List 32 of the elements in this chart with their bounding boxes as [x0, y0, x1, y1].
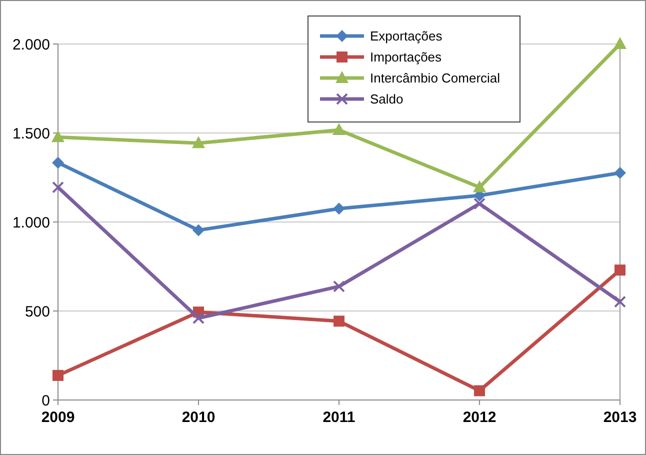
point — [192, 312, 204, 324]
y-tick-label: 0 — [42, 392, 50, 410]
point — [614, 296, 626, 308]
point — [333, 280, 345, 292]
y-tick-label: 500 — [24, 303, 50, 320]
x-tick-label: 2011 — [322, 409, 356, 426]
point — [614, 264, 626, 276]
legend-label: Exportações — [370, 28, 443, 44]
point — [333, 202, 345, 215]
point — [52, 130, 64, 142]
point — [334, 316, 344, 327]
y-tick-label: 1.000 — [12, 214, 50, 232]
x-tick-label: 2009 — [41, 409, 75, 426]
point — [614, 166, 626, 179]
y-tick-label: 2.000 — [12, 36, 50, 54]
legend-label: Importações — [370, 50, 442, 65]
point — [192, 136, 205, 148]
point — [52, 181, 64, 194]
point — [192, 224, 204, 236]
y-tick-label: 1.500 — [12, 125, 50, 142]
x-tick-label: 2012 — [462, 409, 496, 426]
point — [52, 370, 64, 381]
point — [332, 122, 346, 135]
x-tick-label: 2010 — [182, 409, 216, 426]
point — [52, 156, 64, 169]
point — [614, 37, 626, 49]
point — [474, 385, 485, 396]
legend-label: Saldo — [370, 92, 404, 107]
point — [473, 180, 486, 192]
x-tick-label: 2013 — [603, 409, 637, 426]
legend-label: Intercâmbio Comercial — [370, 70, 500, 86]
point — [474, 198, 486, 210]
